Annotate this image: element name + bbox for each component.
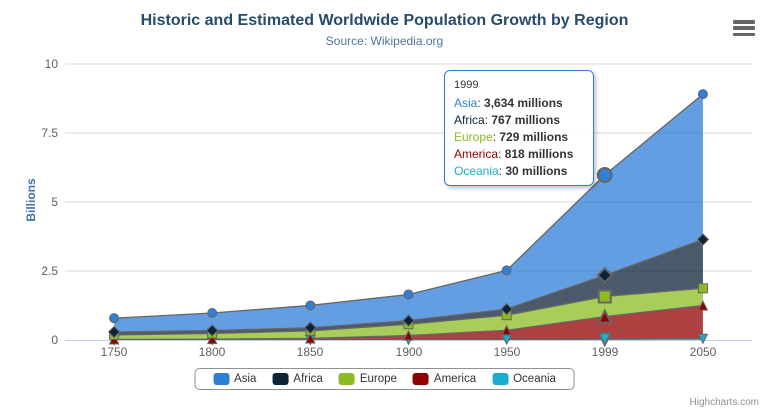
y-axis-label: 0 xyxy=(51,333,58,347)
tooltip-value: 729 millions xyxy=(499,130,569,144)
hamburger-icon xyxy=(733,20,755,24)
chart-title: Historic and Estimated Worldwide Populat… xyxy=(140,12,629,29)
tooltip-header: 1999 xyxy=(454,79,479,91)
tooltip-series-name: Africa xyxy=(454,113,485,127)
point-marker-africa-1750[interactable] xyxy=(107,325,121,339)
point-marker-africa-1900[interactable] xyxy=(402,314,415,327)
point-marker-asia-1999[interactable] xyxy=(596,167,613,184)
y-axis-label: 7.5 xyxy=(41,126,58,140)
point-marker-africa-1950[interactable] xyxy=(500,302,513,316)
chart-subtitle: Source: Wikipedia.org xyxy=(325,34,444,48)
point-marker-asia-1800[interactable] xyxy=(207,308,218,319)
legend-symbol xyxy=(272,373,289,385)
tooltip: 1999 Asia: 3,634 millions Africa: 767 mi… xyxy=(444,70,594,186)
tooltip-row: America: 818 millions xyxy=(454,147,574,161)
point-marker-asia-1850[interactable] xyxy=(305,300,316,311)
tooltip-value: 818 millions xyxy=(504,147,574,161)
legend-symbol xyxy=(492,373,509,385)
context-menu-button[interactable] xyxy=(733,20,755,36)
y-axis-label: 5 xyxy=(51,195,58,209)
x-axis-label: 1950 xyxy=(493,345,521,359)
tooltip-series-name: Asia xyxy=(454,96,478,110)
x-axis-label: 1999 xyxy=(591,345,619,359)
point-marker-asia-1950[interactable] xyxy=(501,265,512,276)
tooltip-series-name: America xyxy=(454,147,499,161)
point-marker-africa-1850[interactable] xyxy=(304,321,317,334)
point-marker-america-2050[interactable] xyxy=(697,299,709,311)
series-area-asia[interactable] xyxy=(114,94,703,333)
legend-symbol xyxy=(213,373,230,385)
point-marker-america-1850[interactable] xyxy=(305,332,316,344)
tooltip-value: 3,634 millions xyxy=(484,96,563,110)
point-marker-asia-1900[interactable] xyxy=(403,289,414,300)
legend-item-africa[interactable]: Africa xyxy=(272,373,323,385)
point-marker-africa-1800[interactable] xyxy=(206,324,219,337)
tooltip-row: Oceania: 30 millions xyxy=(454,164,568,178)
credits-link[interactable]: Highcharts.com xyxy=(689,397,759,408)
y-axis-label: 10 xyxy=(44,57,58,71)
point-marker-africa-1999[interactable] xyxy=(596,266,614,284)
series-area-america[interactable] xyxy=(114,305,703,340)
point-marker-america-1800[interactable] xyxy=(206,333,218,345)
tooltip-series-name: Oceania xyxy=(454,164,499,178)
legend: Asia Africa Europe America Oceania xyxy=(194,368,575,390)
hamburger-icon xyxy=(733,26,755,30)
tooltip-row: Asia: 3,634 millions xyxy=(454,96,563,110)
point-marker-america-1950[interactable] xyxy=(501,324,512,336)
point-marker-asia-1750[interactable] xyxy=(109,313,120,324)
legend-item-europe[interactable]: Europe xyxy=(338,373,397,385)
legend-item-asia[interactable]: Asia xyxy=(213,373,256,385)
point-marker-oceania-2050[interactable] xyxy=(697,333,709,345)
point-marker-america-1900[interactable] xyxy=(403,329,414,341)
point-marker-america-1999[interactable] xyxy=(597,308,613,324)
series-area-africa[interactable] xyxy=(114,239,703,335)
tooltip-row: Europe: 729 millions xyxy=(454,130,569,144)
tooltip-value: 30 millions xyxy=(505,164,568,178)
tooltip-row: Africa: 767 millions xyxy=(454,113,561,127)
legend-symbol xyxy=(338,373,355,385)
x-axis-label: 2050 xyxy=(689,345,717,359)
point-marker-africa-2050[interactable] xyxy=(696,233,710,246)
legend-item-oceania[interactable]: Oceania xyxy=(492,373,556,385)
point-marker-oceania-1999[interactable] xyxy=(597,332,613,348)
point-marker-asia-2050[interactable] xyxy=(697,89,708,100)
x-axis-label: 1800 xyxy=(198,345,226,359)
x-axis-label: 1750 xyxy=(100,345,128,359)
legend-symbol xyxy=(412,373,429,385)
tooltip-value: 767 millions xyxy=(491,113,561,127)
legend-item-america[interactable]: America xyxy=(412,373,476,385)
x-axis-label: 1850 xyxy=(296,345,324,359)
y-axis-label: 2.5 xyxy=(41,264,58,278)
x-axis-label: 1900 xyxy=(395,345,423,359)
point-marker-europe-2050[interactable] xyxy=(697,283,708,294)
point-marker-europe-1999[interactable] xyxy=(597,289,612,304)
tooltip-series-name: Europe xyxy=(454,130,493,144)
hamburger-icon xyxy=(733,32,755,36)
